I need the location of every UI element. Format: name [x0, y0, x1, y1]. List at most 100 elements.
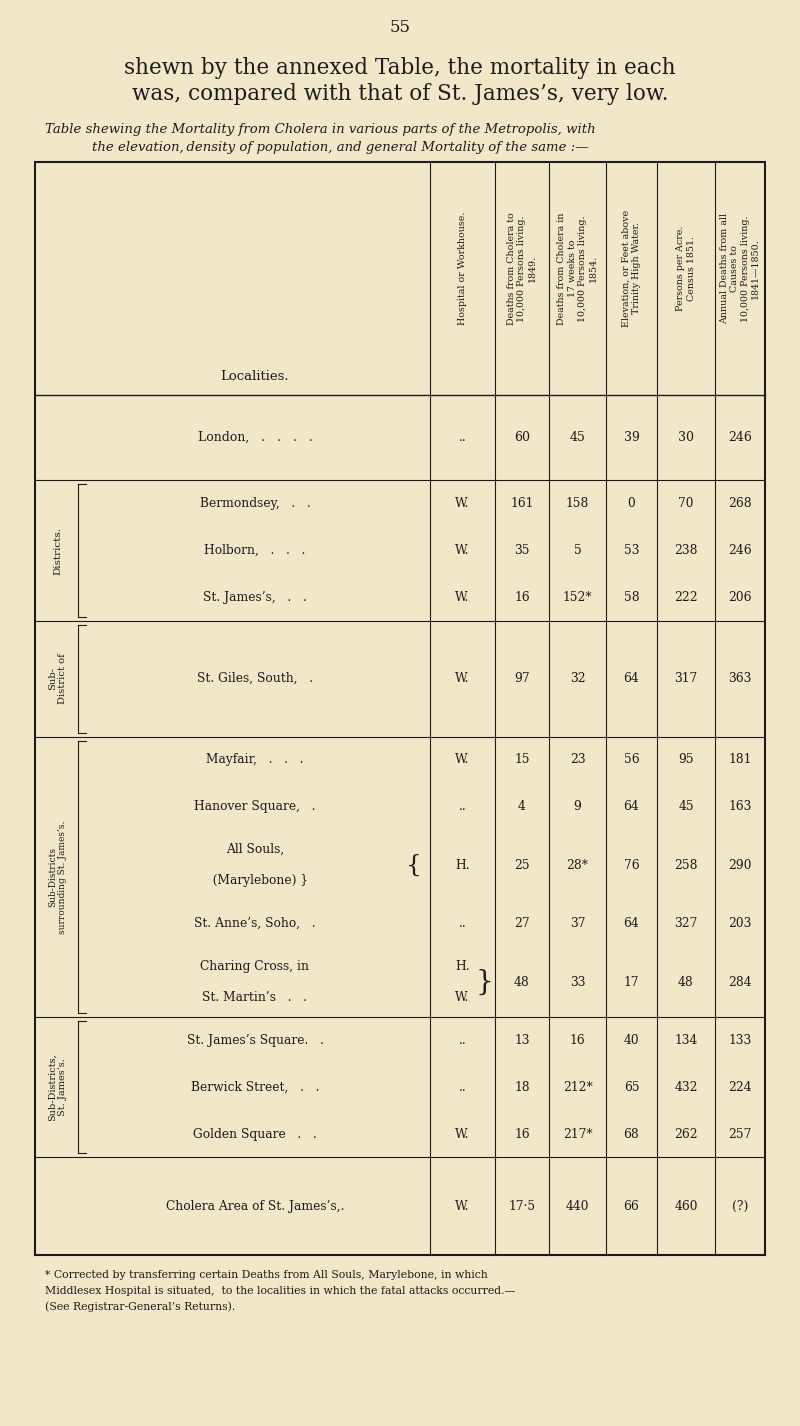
Text: 258: 258 [674, 858, 698, 871]
Text: Berwick Street,   .   .: Berwick Street, . . [191, 1081, 319, 1094]
Text: 18: 18 [514, 1081, 530, 1094]
Text: Sub-Districts,
St. James’s.: Sub-Districts, St. James’s. [48, 1054, 67, 1121]
Text: St. James’s Square.   .: St. James’s Square. . [186, 1034, 323, 1047]
Text: 95: 95 [678, 753, 694, 766]
Text: 440: 440 [566, 1199, 590, 1212]
Text: 212*: 212* [562, 1081, 592, 1094]
Text: W.: W. [455, 1199, 470, 1212]
Text: 5: 5 [574, 545, 582, 558]
Text: 257: 257 [728, 1128, 752, 1141]
Text: ..: .. [458, 917, 466, 930]
Text: 16: 16 [570, 1034, 586, 1047]
Text: 68: 68 [624, 1128, 639, 1141]
Text: W.: W. [455, 590, 470, 603]
Text: {: { [406, 854, 422, 877]
Text: 217*: 217* [562, 1128, 592, 1141]
Text: 27: 27 [514, 917, 530, 930]
Text: Mayfair,   .   .   .: Mayfair, . . . [206, 753, 304, 766]
Text: 158: 158 [566, 498, 589, 511]
Text: Golden Square   .   .: Golden Square . . [193, 1128, 317, 1141]
Text: 45: 45 [570, 431, 586, 443]
Text: 246: 246 [728, 545, 752, 558]
Text: 262: 262 [674, 1128, 698, 1141]
Text: 13: 13 [514, 1034, 530, 1047]
Bar [35, 163, 765, 1255]
Text: 222: 222 [674, 590, 698, 603]
Text: W.: W. [455, 672, 470, 684]
Text: Deaths from Cholera to
10,000 Persons living.
1849.: Deaths from Cholera to 10,000 Persons li… [507, 212, 537, 325]
Text: 284: 284 [728, 975, 752, 988]
Text: ..: .. [458, 431, 466, 443]
Text: 238: 238 [674, 545, 698, 558]
Text: 290: 290 [728, 858, 752, 871]
Text: 28*: 28* [566, 858, 589, 871]
Text: (See Registrar-General’s Returns).: (See Registrar-General’s Returns). [45, 1302, 235, 1312]
Text: 134: 134 [674, 1034, 698, 1047]
Text: 76: 76 [624, 858, 639, 871]
Text: 203: 203 [728, 917, 752, 930]
Text: * Corrected by transferring certain Deaths from All Souls, Marylebone, in which: * Corrected by transferring certain Deat… [45, 1271, 488, 1281]
Text: 53: 53 [624, 545, 639, 558]
Text: 0: 0 [628, 498, 635, 511]
Text: 327: 327 [674, 917, 698, 930]
Text: 33: 33 [570, 975, 586, 988]
Text: W.: W. [455, 991, 470, 1004]
Text: Annual Deaths from all
Causes to
10,000 Persons living.
1841—1850.: Annual Deaths from all Causes to 10,000 … [720, 212, 760, 324]
Text: London,   .   .   .   .: London, . . . . [198, 431, 312, 443]
Text: 37: 37 [570, 917, 586, 930]
Text: W.: W. [455, 498, 470, 511]
Text: 56: 56 [624, 753, 639, 766]
Text: 70: 70 [678, 498, 694, 511]
Text: Middlesex Hospital is situated,  to the localities in which the fatal attacks oc: Middlesex Hospital is situated, to the l… [45, 1286, 515, 1296]
Text: 246: 246 [728, 431, 752, 443]
Text: St. James’s,   .   .: St. James’s, . . [203, 590, 307, 603]
Text: St. Martin’s   .   .: St. Martin’s . . [202, 991, 307, 1004]
Text: (?): (?) [732, 1199, 748, 1212]
Text: 17: 17 [624, 975, 639, 988]
Text: Holborn,   .   .   .: Holborn, . . . [204, 545, 306, 558]
Text: 23: 23 [570, 753, 586, 766]
Text: 66: 66 [624, 1199, 639, 1212]
Text: 432: 432 [674, 1081, 698, 1094]
Text: All Souls,: All Souls, [226, 843, 284, 856]
Text: 39: 39 [623, 431, 639, 443]
Text: 152*: 152* [562, 590, 592, 603]
Text: Localities.: Localities. [221, 371, 290, 384]
Text: Cholera Area of St. James’s,.: Cholera Area of St. James’s,. [166, 1199, 344, 1212]
Text: (Marylebone) }: (Marylebone) } [202, 874, 309, 887]
Text: 64: 64 [624, 917, 639, 930]
Text: shewn by the annexed Table, the mortality in each: shewn by the annexed Table, the mortalit… [124, 57, 676, 78]
Text: W.: W. [455, 1128, 470, 1141]
Text: 58: 58 [624, 590, 639, 603]
Text: 4: 4 [518, 800, 526, 813]
Text: St. Giles, South,   .: St. Giles, South, . [197, 672, 313, 684]
Text: 161: 161 [510, 498, 534, 511]
Text: 64: 64 [624, 672, 639, 684]
Text: 55: 55 [390, 20, 410, 37]
Text: 48: 48 [514, 975, 530, 988]
Text: was, compared with that of St. James’s, very low.: was, compared with that of St. James’s, … [132, 83, 668, 106]
Text: 9: 9 [574, 800, 582, 813]
Text: 317: 317 [674, 672, 698, 684]
Text: St. Anne’s, Soho,   .: St. Anne’s, Soho, . [194, 917, 316, 930]
Text: ..: .. [458, 1081, 466, 1094]
Text: 60: 60 [514, 431, 530, 443]
Text: 224: 224 [728, 1081, 752, 1094]
Text: 97: 97 [514, 672, 530, 684]
Text: 48: 48 [678, 975, 694, 988]
Text: 30: 30 [678, 431, 694, 443]
Text: Hospital or Workhouse.: Hospital or Workhouse. [458, 212, 467, 325]
Text: 35: 35 [514, 545, 530, 558]
Text: 64: 64 [624, 800, 639, 813]
Text: 268: 268 [728, 498, 752, 511]
Text: Elevation, or Feet above
Trinity High Water.: Elevation, or Feet above Trinity High Wa… [622, 210, 642, 327]
Text: ..: .. [458, 800, 466, 813]
Text: H.: H. [455, 960, 470, 973]
Text: 16: 16 [514, 1128, 530, 1141]
Text: W.: W. [455, 753, 470, 766]
Text: 45: 45 [678, 800, 694, 813]
Text: Table shewing the Mortality from Cholera in various parts of the Metropolis, wit: Table shewing the Mortality from Cholera… [45, 124, 596, 137]
Text: 40: 40 [624, 1034, 639, 1047]
Text: 460: 460 [674, 1199, 698, 1212]
Text: Districts.: Districts. [53, 526, 62, 575]
